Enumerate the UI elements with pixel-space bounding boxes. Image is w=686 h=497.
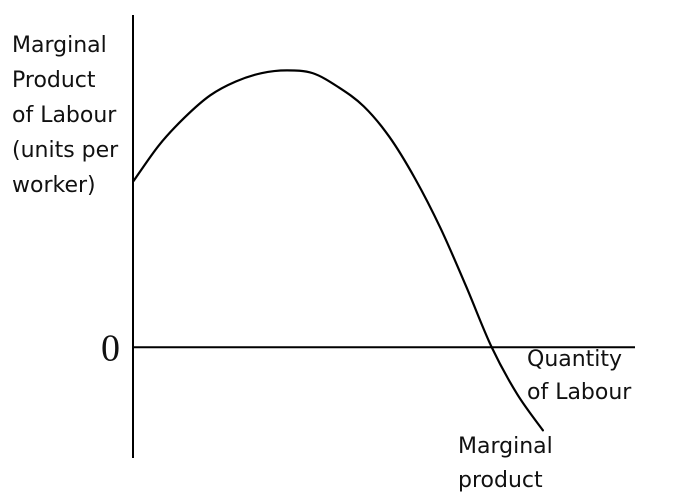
marginal-product-curve-label-line-1: Marginal	[458, 434, 553, 459]
x-axis-label-line-2: of Labour	[527, 380, 632, 405]
axes-group	[132, 15, 635, 458]
curve-group	[132, 69, 544, 432]
y-axis-label-line-5: worker)	[12, 173, 96, 198]
marginal-product-curve-label-line-2: product	[458, 468, 543, 493]
labels-group: 0 Marginal Product of Labour (units per …	[12, 33, 632, 493]
y-axis-label-line-4: (units per	[12, 138, 119, 163]
x-axis-label-line-1: Quantity	[527, 347, 622, 372]
marginal-product-curve	[132, 69, 544, 432]
y-axis-zero-tick-label: 0	[101, 327, 120, 369]
y-axis-label-line-3: of Labour	[12, 103, 117, 128]
y-axis-label-line-1: Marginal	[12, 33, 107, 58]
y-axis-label-line-2: Product	[12, 68, 96, 93]
